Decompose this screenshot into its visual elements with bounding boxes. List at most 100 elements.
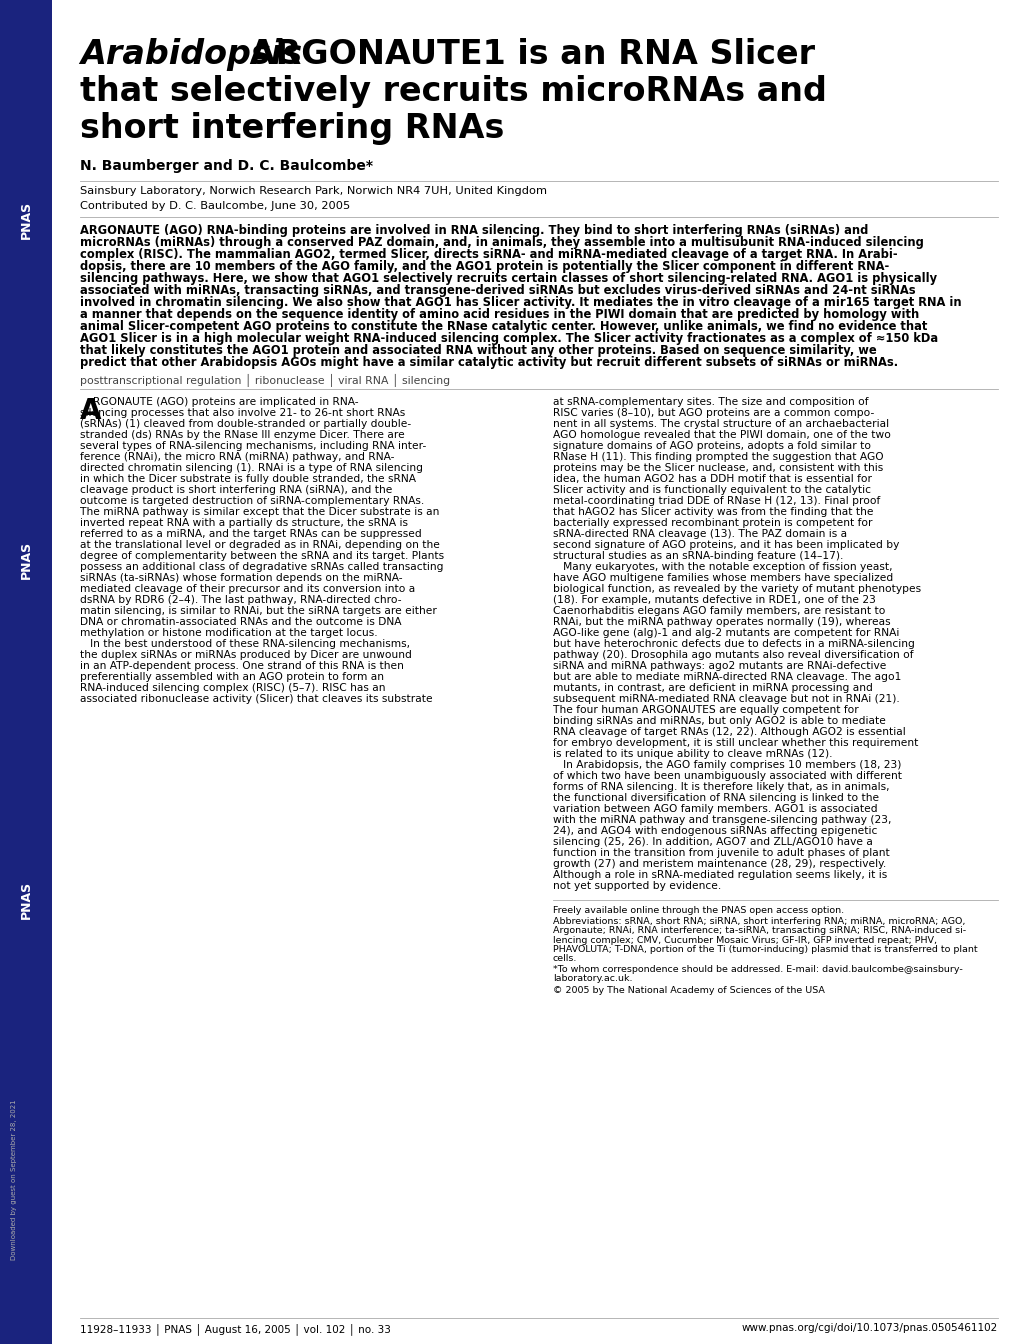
Text: RGONAUTE (AGO) proteins are implicated in RNA-: RGONAUTE (AGO) proteins are implicated i… xyxy=(93,396,359,407)
Text: PNAS: PNAS xyxy=(19,202,33,239)
Text: complex (RISC). The mammalian AGO2, termed Slicer, directs siRNA- and miRNA-medi: complex (RISC). The mammalian AGO2, term… xyxy=(79,249,897,261)
Text: bacterially expressed recombinant protein is competent for: bacterially expressed recombinant protei… xyxy=(552,517,871,528)
Text: laboratory.ac.uk.: laboratory.ac.uk. xyxy=(552,974,632,984)
Text: PNAS: PNAS xyxy=(19,540,33,579)
Text: short interfering RNAs: short interfering RNAs xyxy=(79,112,503,145)
Text: second signature of AGO proteins, and it has been implicated by: second signature of AGO proteins, and it… xyxy=(552,540,899,550)
Text: 24), and AGO4 with endogenous siRNAs affecting epigenetic: 24), and AGO4 with endogenous siRNAs aff… xyxy=(552,827,876,836)
Text: Many eukaryotes, with the notable exception of fission yeast,: Many eukaryotes, with the notable except… xyxy=(552,562,892,573)
Text: RISC varies (8–10), but AGO proteins are a common compo-: RISC varies (8–10), but AGO proteins are… xyxy=(552,409,873,418)
Text: predict that other ⁠Arabidopsis⁠ AGOs might have a similar catalytic activity bu: predict that other ⁠Arabidopsis⁠ AGOs mi… xyxy=(79,356,898,370)
Text: for embryo development, it is still unclear whether this requirement: for embryo development, it is still uncl… xyxy=(552,738,917,749)
Text: associated ribonuclease activity (Slicer) that cleaves its substrate: associated ribonuclease activity (Slicer… xyxy=(79,694,432,704)
Text: © 2005 by The National Academy of Sciences of the USA: © 2005 by The National Academy of Scienc… xyxy=(552,985,824,995)
Bar xyxy=(0,0,52,1344)
Text: stranded (ds) RNAs by the RNase III enzyme Dicer. There are: stranded (ds) RNAs by the RNase III enzy… xyxy=(79,430,405,439)
Text: RNase H (11). This finding prompted the suggestion that AGO: RNase H (11). This finding prompted the … xyxy=(552,452,882,462)
Text: pathway (20). Drosophila ago mutants also reveal diversification of: pathway (20). Drosophila ago mutants als… xyxy=(552,650,913,660)
Text: that likely constitutes the AGO1 protein and associated RNA without any other pr: that likely constitutes the AGO1 protein… xyxy=(79,344,875,358)
Text: ARGONAUTE1 is an RNA Slicer: ARGONAUTE1 is an RNA Slicer xyxy=(237,38,814,71)
Text: referred to as a miRNA, and the target RNAs can be suppressed: referred to as a miRNA, and the target R… xyxy=(79,530,421,539)
Text: associated with miRNAs, transacting siRNAs, and transgene-derived siRNAs but exc: associated with miRNAs, transacting siRN… xyxy=(79,284,915,297)
Text: but are able to mediate miRNA-directed RNA cleavage. The ago1: but are able to mediate miRNA-directed R… xyxy=(552,672,901,681)
Text: dopsis⁠, there are 10 members of the ⁠AGO⁠ family, and the ⁠AGO1⁠ protein is pot: dopsis⁠, there are 10 members of the ⁠AG… xyxy=(79,259,889,273)
Text: mediated cleavage of their precursor and its conversion into a: mediated cleavage of their precursor and… xyxy=(79,585,415,594)
Text: The four human ARGONAUTES are equally competent for: The four human ARGONAUTES are equally co… xyxy=(552,706,858,715)
Text: Arabidopsis: Arabidopsis xyxy=(79,38,302,71)
Text: RNAi, but the miRNA pathway operates normally (19), whereas: RNAi, but the miRNA pathway operates nor… xyxy=(552,617,890,628)
Text: matin silencing, is similar to RNAi, but the siRNA targets are either: matin silencing, is similar to RNAi, but… xyxy=(79,606,436,616)
Text: the functional diversification of RNA silencing is linked to the: the functional diversification of RNA si… xyxy=(552,793,878,802)
Text: biological function, as revealed by the variety of mutant phenotypes: biological function, as revealed by the … xyxy=(552,585,920,594)
Text: sRNA-directed RNA cleavage (13). The PAZ domain is a: sRNA-directed RNA cleavage (13). The PAZ… xyxy=(552,530,847,539)
Text: siRNAs (ta-siRNAs) whose formation depends on the miRNA-: siRNAs (ta-siRNAs) whose formation depen… xyxy=(79,573,403,583)
Text: N. Baumberger and D. C. Baulcombe*: N. Baumberger and D. C. Baulcombe* xyxy=(79,159,373,173)
Text: (sRNAs) (1) cleaved from double-stranded or partially double-: (sRNAs) (1) cleaved from double-stranded… xyxy=(79,419,411,429)
Text: PHAVOLUTA; T-DNA, portion of the Ti (tumor-inducing) plasmid that is transferred: PHAVOLUTA; T-DNA, portion of the Ti (tum… xyxy=(552,945,976,954)
Text: ference (RNAi), the micro RNA (miRNA) pathway, and RNA-: ference (RNAi), the micro RNA (miRNA) pa… xyxy=(79,452,394,462)
Text: growth (27) and meristem maintenance (28, 29), respectively.: growth (27) and meristem maintenance (28… xyxy=(552,859,886,870)
Text: DNA or chromatin-associated RNAs and the outcome is DNA: DNA or chromatin-associated RNAs and the… xyxy=(79,617,401,628)
Text: degree of complementarity between the sRNA and its target. Plants: degree of complementarity between the sR… xyxy=(79,551,443,560)
Text: lencing complex; CMV, Cucumber Mosaic Virus; GF-IR, GFP inverted repeat; PHV,: lencing complex; CMV, Cucumber Mosaic Vi… xyxy=(552,935,936,945)
Text: AGO homologue revealed that the PIWI domain, one of the two: AGO homologue revealed that the PIWI dom… xyxy=(552,430,890,439)
Text: RNA cleavage of target RNAs (12, 22). Although AGO2 is essential: RNA cleavage of target RNAs (12, 22). Al… xyxy=(552,727,905,737)
Text: outcome is targeted destruction of siRNA-complementary RNAs.: outcome is targeted destruction of siRNA… xyxy=(79,496,424,505)
Text: RNA-induced silencing complex (RISC) (5–7). RISC has an: RNA-induced silencing complex (RISC) (5–… xyxy=(79,683,385,694)
Text: www.pnas.org/cgi/doi/10.1073/pnas.0505461102: www.pnas.org/cgi/doi/10.1073/pnas.050546… xyxy=(741,1322,997,1333)
Text: at the translational level or degraded as in RNAi, depending on the: at the translational level or degraded a… xyxy=(79,540,439,550)
Text: In the best understood of these RNA-silencing mechanisms,: In the best understood of these RNA-sile… xyxy=(79,638,410,649)
Text: involved in chromatin silencing. We also show that AGO1 has Slicer activity. It : involved in chromatin silencing. We also… xyxy=(79,296,961,309)
Text: several types of RNA-silencing mechanisms, including RNA inter-: several types of RNA-silencing mechanism… xyxy=(79,441,426,452)
Text: Contributed by D. C. Baulcombe, June 30, 2005: Contributed by D. C. Baulcombe, June 30,… xyxy=(79,202,350,211)
Text: AGO-like gene (alg)-1 and alg-2 mutants are competent for RNAi: AGO-like gene (alg)-1 and alg-2 mutants … xyxy=(552,628,899,638)
Text: Downloaded by guest on September 28, 2021: Downloaded by guest on September 28, 202… xyxy=(11,1099,17,1261)
Text: idea, the human AGO2 has a DDH motif that is essential for: idea, the human AGO2 has a DDH motif tha… xyxy=(552,474,871,484)
Text: Slicer activity and is functionally equivalent to the catalytic: Slicer activity and is functionally equi… xyxy=(552,485,870,495)
Text: microRNAs (miRNAs) through a conserved PAZ domain, and, in animals, they assembl: microRNAs (miRNAs) through a conserved P… xyxy=(79,237,923,249)
Text: at sRNA-complementary sites. The size and composition of: at sRNA-complementary sites. The size an… xyxy=(552,396,867,407)
Text: binding siRNAs and miRNAs, but only AGO2 is able to mediate: binding siRNAs and miRNAs, but only AGO2… xyxy=(552,716,886,726)
Text: dsRNA by RDR6 (2–4). The last pathway, RNA-directed chro-: dsRNA by RDR6 (2–4). The last pathway, R… xyxy=(79,595,401,605)
Text: forms of RNA silencing. It is therefore likely that, as in animals,: forms of RNA silencing. It is therefore … xyxy=(552,782,889,792)
Text: in an ATP-dependent process. One strand of this RNA is then: in an ATP-dependent process. One strand … xyxy=(79,661,404,671)
Text: cells.: cells. xyxy=(552,954,577,964)
Text: nent in all systems. The crystal structure of an archaebacterial: nent in all systems. The crystal structu… xyxy=(552,419,889,429)
Text: the duplex siRNAs or miRNAs produced by Dicer are unwound: the duplex siRNAs or miRNAs produced by … xyxy=(79,650,412,660)
Text: methylation or histone modification at the target locus.: methylation or histone modification at t… xyxy=(79,628,377,638)
Text: metal-coordinating triad DDE of RNase H (12, 13). Final proof: metal-coordinating triad DDE of RNase H … xyxy=(552,496,879,505)
Text: not yet supported by evidence.: not yet supported by evidence. xyxy=(552,882,720,891)
Text: silencing processes that also involve 21- to 26-nt short RNAs: silencing processes that also involve 21… xyxy=(79,409,405,418)
Text: ARGONAUTE (AGO) RNA-binding proteins are involved in RNA silencing. They bind to: ARGONAUTE (AGO) RNA-binding proteins are… xyxy=(79,224,867,237)
Text: silencing pathways. Here, we show that AGO1 selectively recruits certain classes: silencing pathways. Here, we show that A… xyxy=(79,271,936,285)
Text: siRNA and miRNA pathways: ago2 mutants are RNAi-defective: siRNA and miRNA pathways: ago2 mutants a… xyxy=(552,661,886,671)
Text: In Arabidopsis, the AGO family comprises 10 members (18, 23): In Arabidopsis, the AGO family comprises… xyxy=(552,759,901,770)
Text: 11928–11933 │ PNAS │ August 16, 2005 │ vol. 102 │ no. 33: 11928–11933 │ PNAS │ August 16, 2005 │ v… xyxy=(79,1322,390,1335)
Text: in which the Dicer substrate is fully double stranded, the sRNA: in which the Dicer substrate is fully do… xyxy=(79,474,416,484)
Text: that selectively recruits microRNAs and: that selectively recruits microRNAs and xyxy=(79,75,826,108)
Text: of which two have been unambiguously associated with different: of which two have been unambiguously ass… xyxy=(552,771,901,781)
Text: Argonaute; RNAi, RNA interference; ta-siRNA, transacting siRNA; RISC, RNA-induce: Argonaute; RNAi, RNA interference; ta-si… xyxy=(552,926,965,935)
Text: with the miRNA pathway and transgene-silencing pathway (23,: with the miRNA pathway and transgene-sil… xyxy=(552,814,891,825)
Text: silencing (25, 26). In addition, AGO7 and ZLL/AGO10 have a: silencing (25, 26). In addition, AGO7 an… xyxy=(552,837,872,847)
Text: Caenorhabditis elegans AGO family members, are resistant to: Caenorhabditis elegans AGO family member… xyxy=(552,606,884,616)
Text: animal Slicer-competent AGO proteins to constitute the RNase catalytic center. H: animal Slicer-competent AGO proteins to … xyxy=(79,320,926,333)
Text: PNAS: PNAS xyxy=(19,880,33,919)
Text: possess an additional class of degradative sRNAs called transacting: possess an additional class of degradati… xyxy=(79,562,443,573)
Text: The miRNA pathway is similar except that the Dicer substrate is an: The miRNA pathway is similar except that… xyxy=(79,507,439,517)
Text: mutants, in contrast, are deficient in miRNA processing and: mutants, in contrast, are deficient in m… xyxy=(552,683,872,694)
Text: posttranscriptional regulation │ ribonuclease │ viral RNA │ silencing: posttranscriptional regulation │ ribonuc… xyxy=(79,374,449,387)
Text: cleavage product is short interfering RNA (siRNA), and the: cleavage product is short interfering RN… xyxy=(79,485,392,495)
Text: *To whom correspondence should be addressed. E-mail: david.baulcombe@sainsbury-: *To whom correspondence should be addres… xyxy=(552,965,962,974)
Text: function in the transition from juvenile to adult phases of plant: function in the transition from juvenile… xyxy=(552,848,889,857)
Text: that hAGO2 has Slicer activity was from the finding that the: that hAGO2 has Slicer activity was from … xyxy=(552,507,872,517)
Text: directed chromatin silencing (1). RNAi is a type of RNA silencing: directed chromatin silencing (1). RNAi i… xyxy=(79,462,423,473)
Text: signature domains of AGO proteins, adopts a fold similar to: signature domains of AGO proteins, adopt… xyxy=(552,441,870,452)
Text: proteins may be the Slicer nuclease, and, consistent with this: proteins may be the Slicer nuclease, and… xyxy=(552,462,882,473)
Text: variation between AGO family members. AGO1 is associated: variation between AGO family members. AG… xyxy=(552,804,876,814)
Text: Abbreviations: sRNA, short RNA; siRNA, short interfering RNA; miRNA, microRNA; A: Abbreviations: sRNA, short RNA; siRNA, s… xyxy=(552,917,964,926)
Text: is related to its unique ability to cleave mRNAs (12).: is related to its unique ability to clea… xyxy=(552,749,832,759)
Text: Sainsbury Laboratory, Norwich Research Park, Norwich NR4 7UH, United Kingdom: Sainsbury Laboratory, Norwich Research P… xyxy=(79,185,546,196)
Text: Freely available online through the PNAS open access option.: Freely available online through the PNAS… xyxy=(552,906,844,915)
Text: subsequent miRNA-mediated RNA cleavage but not in RNAi (21).: subsequent miRNA-mediated RNA cleavage b… xyxy=(552,694,899,704)
